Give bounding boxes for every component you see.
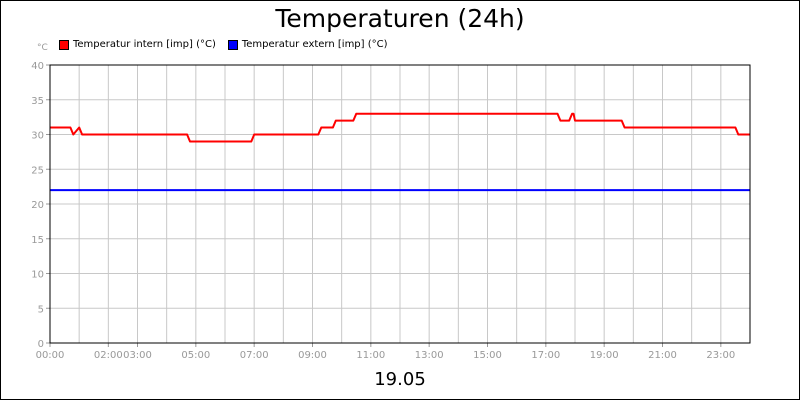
- legend-label-intern: Temperatur intern [imp] (°C): [73, 39, 216, 50]
- x-tick-label: 07:00: [240, 350, 269, 361]
- chart-title: Temperaturen (24h): [275, 4, 525, 33]
- x-tick-label: 11:00: [356, 350, 385, 361]
- x-tick-label: 09:00: [298, 350, 327, 361]
- legend-item-extern: Temperatur extern [imp] (°C): [227, 39, 388, 50]
- x-tick-label: 00:00: [36, 350, 65, 361]
- legend-label-extern: Temperatur extern [imp] (°C): [241, 39, 388, 50]
- y-unit-label: °C: [37, 43, 48, 53]
- legend: Temperatur intern [imp] (°C) Temperatur …: [59, 39, 388, 50]
- y-tick-label: 15: [31, 235, 44, 246]
- y-tick-label: 10: [31, 270, 44, 281]
- y-tick-label: 20: [31, 200, 44, 211]
- y-tick-label: 30: [31, 131, 44, 142]
- x-tick-label: 21:00: [648, 350, 677, 361]
- x-tick-label: 15:00: [473, 350, 502, 361]
- legend-swatch-extern: [227, 39, 238, 50]
- series-line-intern: [50, 112, 750, 143]
- x-tick-label: 13:00: [415, 350, 444, 361]
- date-label: 19.05: [374, 369, 426, 390]
- y-tick-label: 40: [31, 61, 44, 72]
- x-tick-label: 19:00: [590, 350, 619, 361]
- x-tick-label: 17:00: [531, 350, 560, 361]
- legend-item-intern: Temperatur intern [imp] (°C): [59, 39, 216, 50]
- y-tick-label: 0: [38, 339, 44, 350]
- y-tick-label: 35: [31, 96, 44, 107]
- plot-border: [49, 64, 751, 344]
- x-tick-label: 23:00: [706, 350, 735, 361]
- x-tick-label: 05:00: [181, 350, 210, 361]
- x-tick-label: 03:00: [123, 350, 152, 361]
- x-tick-label: 02:00: [94, 350, 123, 361]
- legend-swatch-intern: [59, 39, 69, 50]
- y-tick-label: 5: [38, 304, 44, 315]
- y-tick-label: 25: [31, 165, 44, 176]
